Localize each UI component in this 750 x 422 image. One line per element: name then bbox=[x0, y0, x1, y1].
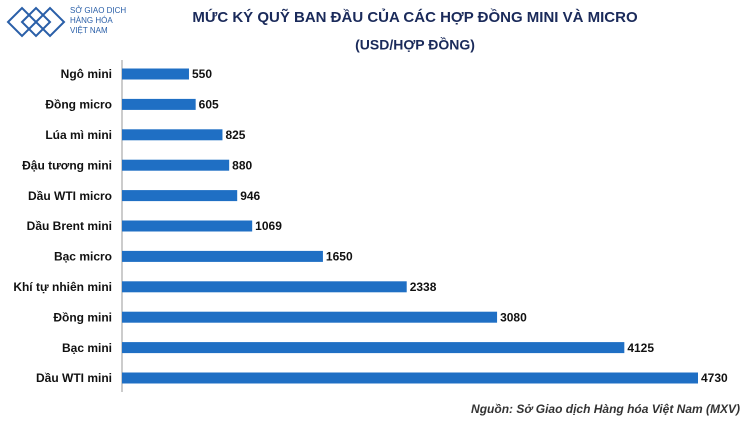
bar bbox=[122, 220, 253, 232]
y-tick-label: Đậu tương mini bbox=[22, 158, 112, 172]
value-label: 825 bbox=[225, 128, 245, 142]
y-tick-label: Đồng micro bbox=[45, 98, 112, 112]
value-label: 550 bbox=[192, 67, 212, 81]
bar bbox=[122, 311, 498, 323]
bar bbox=[122, 342, 625, 354]
value-label: 946 bbox=[240, 189, 260, 203]
logo bbox=[6, 6, 66, 38]
bar bbox=[122, 68, 189, 80]
y-tick-label: Dầu WTI mini bbox=[36, 371, 112, 385]
logo-text: VIỆT NAM bbox=[70, 26, 108, 35]
y-tick-label: Dầu WTI micro bbox=[28, 189, 112, 203]
logo-mark bbox=[34, 6, 66, 38]
value-label: 1069 bbox=[255, 219, 282, 233]
bar bbox=[122, 190, 238, 202]
chart-subtitle: (USD/HỢP ĐỒNG) bbox=[355, 36, 475, 53]
bar bbox=[122, 250, 323, 262]
logo-text: SỞ GIAO DỊCH bbox=[70, 6, 126, 15]
bar bbox=[122, 159, 230, 171]
value-label: 4125 bbox=[627, 341, 654, 355]
y-tick-label: Khí tự nhiên mini bbox=[13, 280, 112, 294]
source-note: Nguồn: Sở Giao dịch Hàng hóa Việt Nam (M… bbox=[471, 402, 740, 416]
y-tick-label: Lúa mì mini bbox=[45, 128, 112, 142]
logo-text: HÀNG HÓA bbox=[70, 16, 113, 25]
bar bbox=[122, 281, 407, 293]
bar bbox=[122, 372, 698, 384]
value-label: 3080 bbox=[500, 310, 527, 324]
value-label: 4730 bbox=[701, 371, 728, 385]
chart-title: MỨC KÝ QUỸ BAN ĐẦU CỦA CÁC HỢP ĐỒNG MINI… bbox=[192, 8, 638, 26]
y-tick-label: Ngô mini bbox=[61, 67, 112, 81]
value-label: 880 bbox=[232, 158, 252, 172]
y-tick-label: Dầu Brent mini bbox=[27, 219, 112, 233]
logo-mark bbox=[20, 6, 52, 38]
value-label: 605 bbox=[199, 98, 219, 112]
bar bbox=[122, 98, 196, 110]
y-tick-label: Đồng mini bbox=[53, 310, 112, 324]
y-tick-label: Bạc micro bbox=[54, 250, 112, 264]
y-tick-label: Bạc mini bbox=[62, 341, 112, 355]
bar bbox=[122, 129, 223, 141]
value-label: 2338 bbox=[410, 280, 437, 294]
value-label: 1650 bbox=[326, 250, 353, 264]
